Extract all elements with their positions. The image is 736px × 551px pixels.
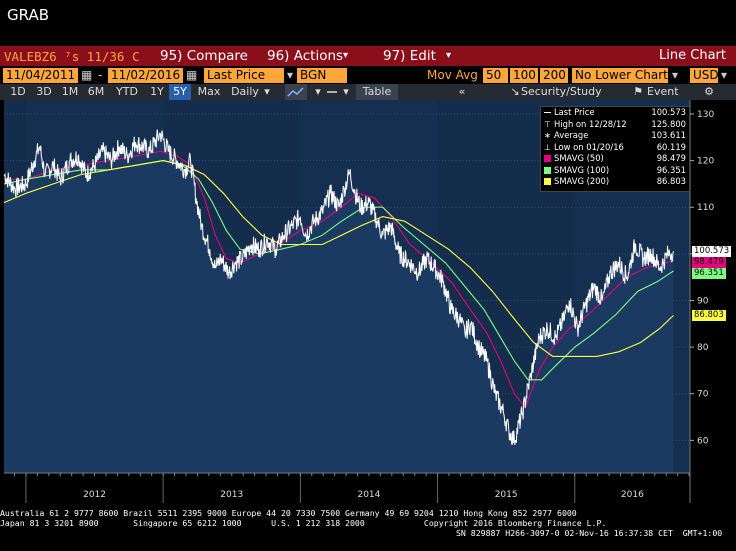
- gear-icon[interactable]: ⚙: [704, 85, 714, 98]
- y-tick-label: 80: [697, 343, 709, 353]
- chevron-down-icon[interactable]: ▾: [343, 85, 349, 98]
- x-tick-label: 2012: [83, 490, 106, 500]
- range-1m[interactable]: 1M: [61, 85, 79, 98]
- last-value-tag: 100.573: [692, 245, 732, 257]
- footer-session-line: SN 829887 H266-3097-0 02-Nov-16 16:37:38…: [456, 528, 723, 538]
- legend-label: SMAVG (100): [554, 164, 610, 175]
- chevron-down-icon[interactable]: ▾: [315, 85, 321, 98]
- edit-button[interactable]: 97) Edit: [383, 48, 436, 64]
- x-tick-label: 2015: [495, 490, 518, 500]
- calendar-icon[interactable]: ▦: [81, 68, 93, 82]
- series-line-50: [4, 150, 674, 409]
- legend-row: ⊥ Low on 01/20/16 60.119: [541, 142, 689, 154]
- line-style-icon[interactable]: [326, 84, 338, 100]
- currency-field[interactable]: USD: [690, 68, 719, 83]
- chevron-down-icon[interactable]: ▾: [264, 85, 270, 98]
- legend-swatch: [544, 166, 551, 174]
- legend-row: SMAVG (50) 98.479: [541, 153, 689, 165]
- y-tick-label: 70: [697, 390, 709, 400]
- start-date-field[interactable]: 11/04/2011: [3, 68, 78, 83]
- mov-avg-100-field[interactable]: 100: [510, 68, 538, 83]
- legend-value: 98.479: [656, 153, 686, 163]
- last-value-tag: 98.479: [692, 256, 726, 268]
- x-tick-label: 2014: [357, 490, 380, 500]
- line-chart-icon[interactable]: [285, 84, 307, 100]
- legend-label: Last Price: [554, 107, 595, 117]
- frequency-select[interactable]: Daily: [231, 85, 259, 98]
- last-value-tag: 96.351: [692, 267, 726, 279]
- flag-icon[interactable]: ⚑: [633, 85, 643, 98]
- edit-dropdown-icon[interactable]: ▾: [446, 50, 452, 61]
- range-1d[interactable]: 1D: [10, 85, 26, 98]
- legend-value: 100.573: [651, 107, 686, 117]
- range-ytd[interactable]: YTD: [116, 85, 138, 98]
- collapse-icon[interactable]: «: [458, 85, 466, 98]
- security-arrow-icon[interactable]: ↘: [510, 85, 520, 98]
- end-date-field[interactable]: 11/02/2016: [108, 68, 183, 83]
- ticker-label[interactable]: VALEBZ6 ⁷s 11/36 C: [4, 49, 140, 64]
- legend-value: 125.800: [651, 118, 686, 129]
- avg-marker-icon: ∗: [544, 131, 551, 140]
- range-6m[interactable]: 6M: [87, 85, 105, 98]
- legend-line-swatch: [544, 112, 551, 113]
- y-tick-label: 60: [697, 436, 709, 446]
- legend-row: ∗ Average 103.611: [541, 130, 689, 142]
- legend-row: ⊤ High on 12/28/12 125.800: [541, 119, 689, 131]
- legend-row: Last Price 100.573: [541, 107, 689, 119]
- x-tick-label: 2016: [621, 490, 644, 500]
- legend-value: 96.351: [656, 164, 686, 175]
- date-separator: -: [98, 68, 103, 82]
- legend-label: Average: [554, 130, 589, 140]
- price-area: [4, 129, 674, 473]
- mov-avg-200-field[interactable]: 200: [540, 68, 568, 83]
- range-5y[interactable]: 5Y: [169, 84, 191, 100]
- legend-label: SMAVG (200): [554, 176, 610, 186]
- price-line: [3, 129, 674, 446]
- footer-contacts-line1: Australia 61 2 9777 8600 Brazil 5511 239…: [0, 508, 577, 518]
- legend-row: SMAVG (200) 86.803: [541, 176, 689, 188]
- legend-value: 86.803: [656, 176, 686, 186]
- mov-avg-label: Mov Avg: [427, 68, 478, 82]
- low-marker-icon: ⊥: [544, 142, 551, 152]
- high-marker-icon: ⊤: [544, 119, 551, 129]
- y-tick-label: 110: [697, 203, 714, 213]
- chevron-down-icon[interactable]: ▾: [672, 68, 679, 82]
- actions-button[interactable]: 96) Actions: [267, 48, 344, 64]
- window-title: GRAB: [7, 6, 49, 24]
- footer-contacts-line2: Japan 81 3 3201 8900 Singapore 65 6212 1…: [0, 518, 607, 528]
- chevron-down-icon[interactable]: ▾: [721, 68, 728, 82]
- y-tick-label: 90: [697, 296, 709, 306]
- legend-label: High on 12/28/12: [554, 118, 627, 129]
- price-field-select[interactable]: Last Price: [204, 68, 284, 83]
- calendar-icon[interactable]: ▦: [186, 68, 198, 82]
- legend-label: Low on 01/20/16: [554, 141, 624, 152]
- range-1y[interactable]: 1Y: [150, 85, 164, 98]
- chevron-down-icon[interactable]: ▾: [287, 68, 294, 82]
- y-tick-label: 120: [697, 157, 714, 167]
- series-line-200: [3, 160, 674, 357]
- chart-type-label[interactable]: Line Chart: [659, 48, 726, 63]
- last-value-tag: 86.803: [692, 309, 726, 321]
- range-max[interactable]: Max: [197, 85, 221, 98]
- actions-dropdown-icon[interactable]: ▾: [343, 50, 349, 61]
- legend-value: 103.611: [651, 130, 686, 140]
- legend-label: SMAVG (50): [554, 153, 604, 163]
- legend-swatch: [544, 178, 551, 185]
- chart-legend: Last Price 100.573 ⊤ High on 12/28/12 125.80…: [540, 106, 690, 192]
- range-3d[interactable]: 3D: [36, 85, 52, 98]
- table-button[interactable]: Table: [356, 84, 398, 100]
- mov-avg-50-field[interactable]: 50: [483, 68, 508, 83]
- menu-bar: [0, 46, 736, 66]
- x-tick-label: 2013: [220, 490, 243, 500]
- lower-chart-select[interactable]: No Lower Chart: [572, 68, 668, 83]
- security-study-button[interactable]: Security/Study: [521, 85, 602, 98]
- event-button[interactable]: Event: [647, 85, 679, 98]
- source-field[interactable]: BGN: [297, 68, 347, 83]
- legend-swatch: [544, 155, 551, 162]
- legend-row: SMAVG (100) 96.351: [541, 165, 689, 177]
- compare-button[interactable]: 95) Compare: [160, 48, 248, 64]
- y-tick-label: 130: [697, 110, 714, 120]
- legend-value: 60.119: [656, 141, 686, 152]
